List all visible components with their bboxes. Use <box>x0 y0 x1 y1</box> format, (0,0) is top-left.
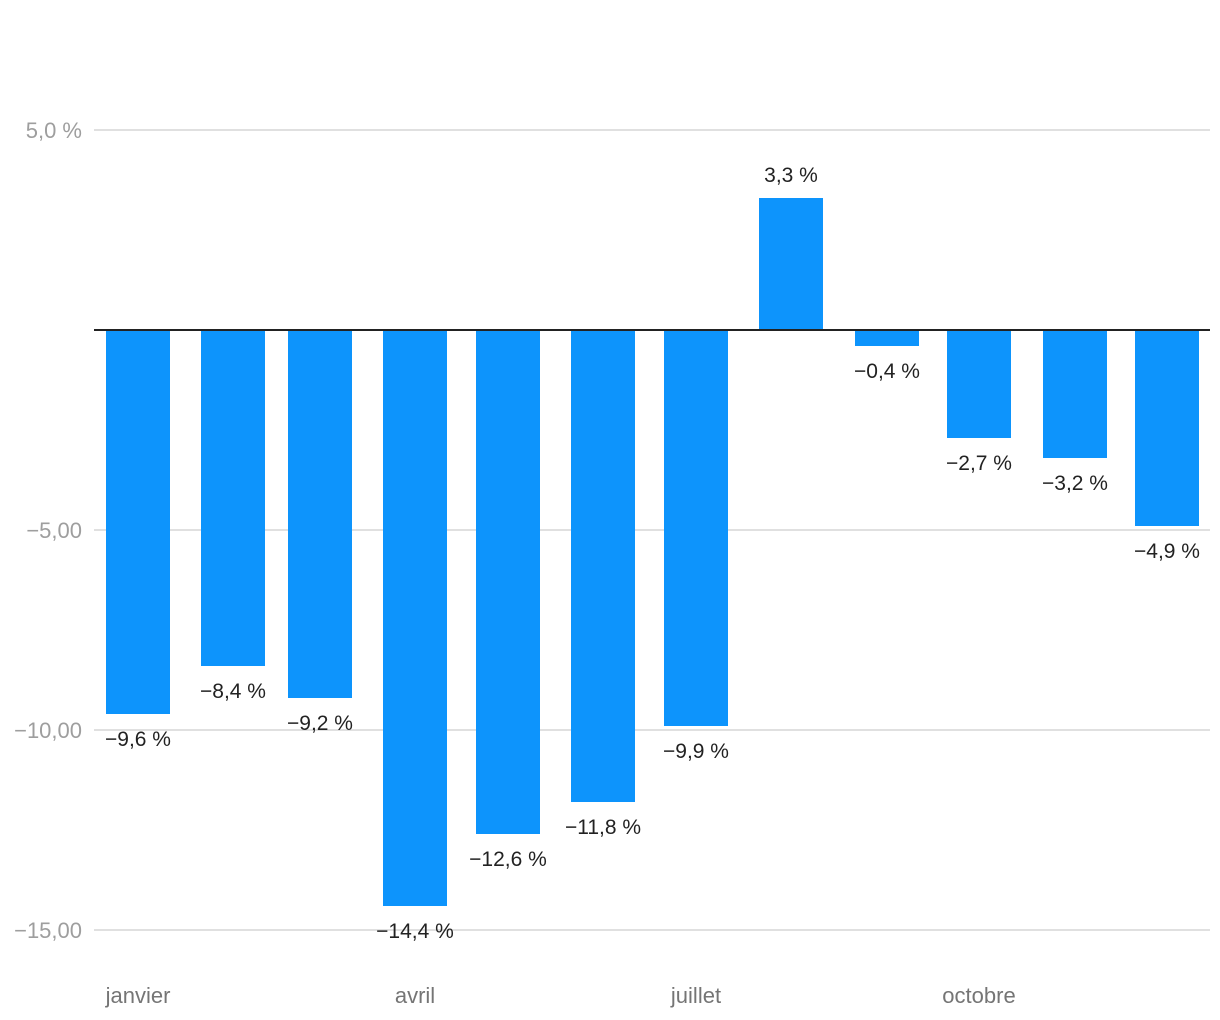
data-label: −4,9 % <box>1134 540 1200 563</box>
data-labels: −9,6 % −8,4 % −9,2 % −14,4 % −12,6 % −11,8 % −… <box>105 164 1200 943</box>
x-tick-label: juillet <box>670 983 721 1008</box>
data-label: −8,4 % <box>200 680 266 703</box>
data-label: −11,8 % <box>565 816 641 839</box>
bar <box>201 330 265 666</box>
bar <box>947 330 1011 438</box>
data-label: −9,9 % <box>663 740 729 763</box>
x-axis-ticks: janvier avril juillet octobre <box>105 983 1016 1008</box>
bar <box>759 198 823 330</box>
data-label: −3,2 % <box>1042 472 1108 495</box>
data-label: −9,2 % <box>287 712 353 735</box>
x-tick-label: octobre <box>942 983 1015 1008</box>
bar <box>476 330 540 834</box>
y-tick-label: −15,00 <box>14 918 82 943</box>
gridlines <box>94 129 1210 931</box>
bar <box>1135 330 1199 526</box>
data-label: −12,6 % <box>469 848 547 871</box>
bar <box>855 330 919 346</box>
y-tick-label: −10,00 <box>14 718 82 743</box>
bar <box>571 330 635 802</box>
bar <box>1043 330 1107 458</box>
data-label: −9,6 % <box>105 728 171 751</box>
bars <box>106 198 1199 906</box>
y-axis-ticks: 5,0 % −5,00 −10,00 −15,00 <box>14 118 82 943</box>
data-label: 3,3 % <box>764 164 818 187</box>
y-tick-label: −5,00 <box>26 518 82 543</box>
bar <box>288 330 352 698</box>
data-label: −2,7 % <box>946 452 1012 475</box>
bar <box>664 330 728 726</box>
x-tick-label: avril <box>395 983 435 1008</box>
bar <box>383 330 447 906</box>
bar <box>106 330 170 714</box>
data-label: −14,4 % <box>376 920 454 943</box>
x-tick-label: janvier <box>105 983 171 1008</box>
y-tick-label: 5,0 % <box>26 118 82 143</box>
data-label: −0,4 % <box>854 360 920 383</box>
